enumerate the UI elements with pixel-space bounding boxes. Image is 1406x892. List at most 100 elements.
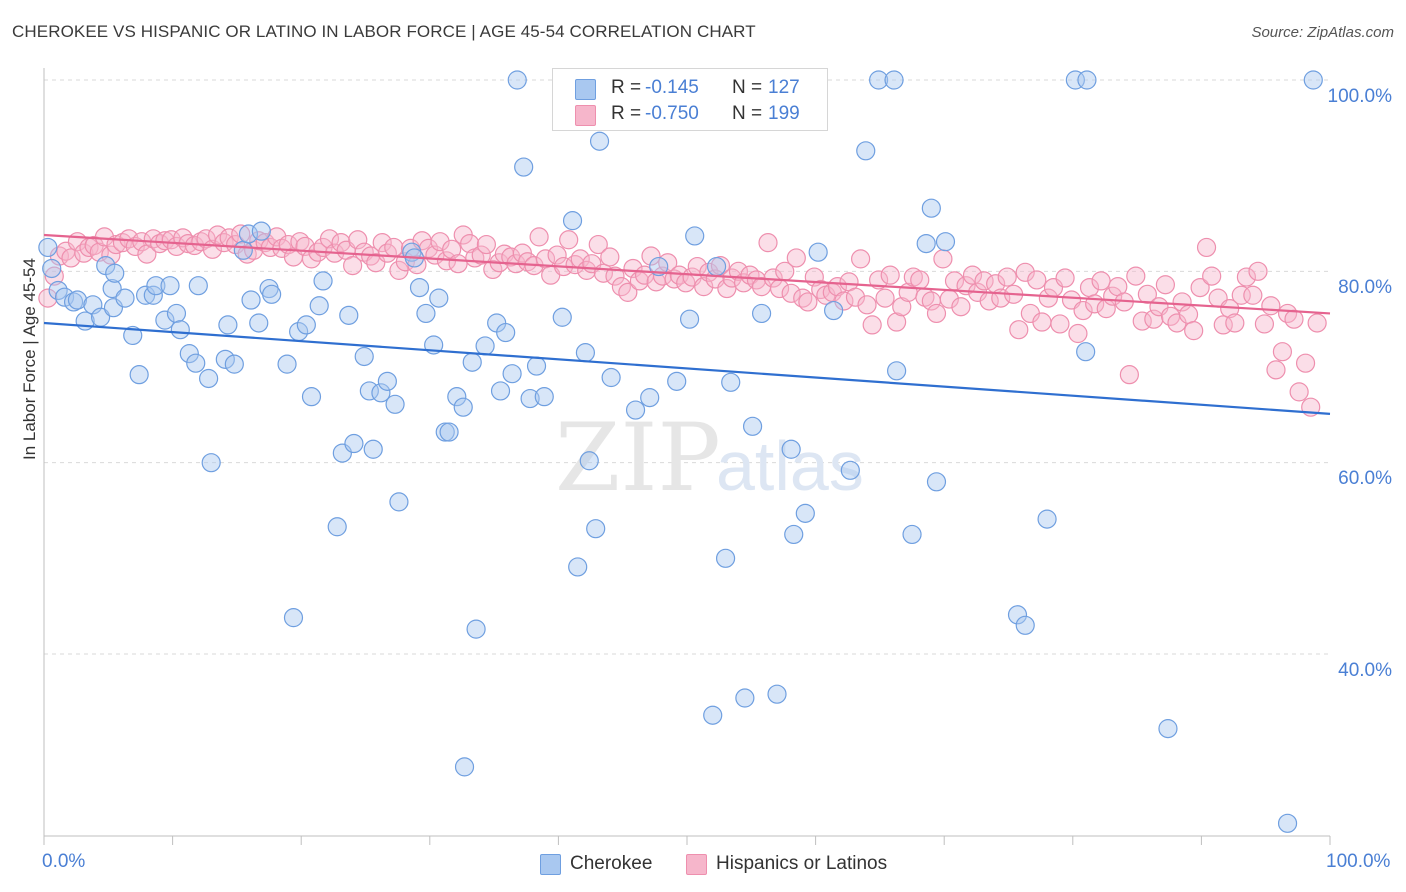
cherokee-point <box>67 290 88 310</box>
hispanic-points <box>38 224 1327 417</box>
cherokee-point <box>1007 605 1028 625</box>
hispanic-point <box>926 303 947 324</box>
hispanic-trend-line <box>43 233 1331 315</box>
hispanic-point <box>61 248 81 268</box>
cherokee-point <box>135 285 156 305</box>
cherokee-point <box>188 276 208 296</box>
hispanic-point <box>851 249 871 269</box>
cherokee-point <box>201 453 221 473</box>
n-label: N = <box>732 103 763 124</box>
cherokee-point <box>715 548 736 568</box>
source-label: Source: ZipAtlas.com <box>1251 24 1394 41</box>
cherokee-point <box>453 397 473 417</box>
cherokee-point <box>921 198 941 218</box>
cherokee-point <box>475 336 495 356</box>
cherokee-point <box>102 278 122 299</box>
cherokee-point <box>902 524 922 545</box>
y-axis-label: In Labor Force | Age 45-54 <box>20 258 39 460</box>
cherokee-point <box>296 315 316 335</box>
hispanic-point <box>565 255 585 275</box>
x-axis-ticks <box>43 836 1331 845</box>
cherokee-point <box>935 232 956 252</box>
hispanic-point <box>208 225 228 245</box>
hispanic-point <box>588 234 608 255</box>
cherokee-point <box>552 307 572 327</box>
hispanic-point <box>1231 285 1251 305</box>
y-tick-label-60: 60.0% <box>1338 468 1392 489</box>
cherokee-point <box>385 394 405 414</box>
legend-label: Cherokee <box>570 853 653 874</box>
cherokee-point <box>767 684 787 704</box>
hispanic-point <box>1243 285 1263 305</box>
cherokee-point <box>507 70 527 90</box>
cherokee-point <box>155 310 175 330</box>
hispanic-point <box>793 288 813 308</box>
cherokee-point <box>439 422 459 442</box>
hispanic-point <box>1307 313 1327 333</box>
cherokee-point <box>123 325 143 346</box>
cherokee-point <box>1015 615 1035 635</box>
hispanic-point <box>384 237 404 258</box>
hispanic-legend-swatch <box>686 854 707 875</box>
cherokee-point <box>703 705 723 725</box>
cherokee-point <box>640 388 660 408</box>
hispanic-point <box>694 277 714 297</box>
hispanic-point <box>44 266 64 286</box>
cherokee-point <box>377 371 397 391</box>
cherokee-legend-swatch <box>540 854 561 875</box>
hispanic-point <box>887 312 907 332</box>
cherokee-point <box>429 288 449 308</box>
hispanic-point <box>1261 296 1281 316</box>
cherokee-point <box>146 276 166 296</box>
cherokee-point <box>490 381 511 401</box>
hispanic-point <box>728 261 749 281</box>
cherokee-point <box>262 284 282 304</box>
cherokee-point <box>454 757 475 777</box>
y-tick-label-80: 80.0% <box>1338 277 1392 298</box>
cherokee-point <box>679 309 700 329</box>
cherokee-point <box>309 296 329 316</box>
hispanic-point <box>1236 267 1257 287</box>
cherokee-point <box>721 372 741 392</box>
hispanic-point <box>1015 262 1035 282</box>
cherokee-point <box>534 387 554 407</box>
hispanic-point <box>231 224 251 244</box>
cherokee-point <box>526 356 547 376</box>
cherokee-point <box>277 354 297 374</box>
hispanic-point <box>758 233 778 253</box>
hispanic-point <box>430 232 450 252</box>
cherokee-point <box>751 303 772 324</box>
n-label: N = <box>732 77 763 98</box>
hispanic-point <box>1225 313 1245 333</box>
hispanic-point <box>1038 288 1058 308</box>
cherokee-point <box>371 383 391 403</box>
cherokee-point <box>840 460 860 480</box>
cherokee-point <box>409 277 430 298</box>
hispanic-point <box>547 245 567 265</box>
chart-title: CHEROKEE VS HISPANIC OR LATINO IN LABOR … <box>12 22 756 41</box>
hispanic-point <box>933 249 953 269</box>
hispanic-point <box>892 297 912 317</box>
cherokee-point <box>129 365 149 385</box>
hispanic-point <box>1202 266 1222 286</box>
hispanic-point <box>348 230 368 250</box>
hispanic-point <box>343 255 363 276</box>
cherokee-point <box>233 240 253 260</box>
hispanic-point <box>781 283 801 303</box>
stats-legend: R = -0.145 N = 127 R = -0.750 N = 199 <box>552 68 828 131</box>
cherokee-point <box>38 237 58 258</box>
hispanic-point <box>319 229 340 249</box>
n-value: 199 <box>768 103 800 124</box>
hispanic-point <box>974 271 994 291</box>
hispanic-point <box>798 292 818 312</box>
cherokee-point <box>105 263 125 283</box>
cherokee-point <box>884 70 904 90</box>
trend-lines <box>43 233 1331 415</box>
y-tick-label-100: 100.0% <box>1327 86 1392 107</box>
hispanic-point <box>845 287 866 307</box>
cherokee-point <box>926 472 947 492</box>
cherokee-point <box>824 300 844 321</box>
hispanic-point <box>460 233 480 254</box>
hispanic-point <box>1050 314 1070 334</box>
r-label: R = <box>611 77 642 98</box>
